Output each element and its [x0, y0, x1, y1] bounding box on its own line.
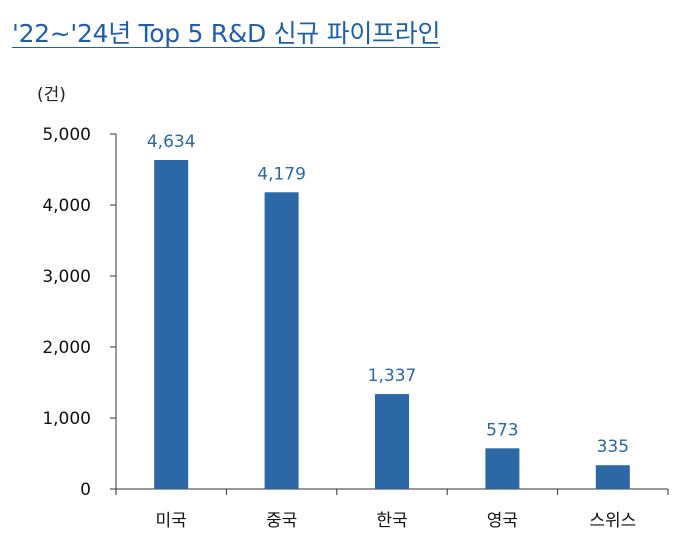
- x-category-label: 한국: [376, 511, 407, 531]
- bar-4: [485, 448, 520, 489]
- bar-1: [154, 159, 189, 489]
- y-axis-unit-label: (건): [37, 85, 66, 105]
- y-tick-label: 0: [80, 480, 91, 500]
- data-label: 1,337: [368, 366, 417, 386]
- bar-5: [595, 465, 630, 489]
- data-label: 573: [486, 420, 518, 440]
- x-category-label: 중국: [266, 511, 297, 531]
- x-category-label: 영국: [487, 511, 518, 531]
- data-label: 4,634: [147, 132, 196, 152]
- data-label: 4,179: [257, 164, 306, 184]
- x-category-label: 스위스: [589, 511, 636, 531]
- y-tick-label: 3,000: [42, 267, 91, 287]
- x-category-label: 미국: [156, 511, 187, 531]
- bar-2: [264, 192, 299, 489]
- chart-title: '22~'24년 Top 5 R&D 신규 파이프라인: [12, 19, 441, 48]
- y-tick-label: 5,000: [42, 125, 91, 145]
- data-label: 335: [597, 437, 629, 457]
- y-tick-label: 1,000: [42, 409, 91, 429]
- bar-3: [375, 394, 409, 489]
- y-tick-label: 2,000: [42, 338, 91, 358]
- y-tick-label: 4,000: [42, 196, 91, 216]
